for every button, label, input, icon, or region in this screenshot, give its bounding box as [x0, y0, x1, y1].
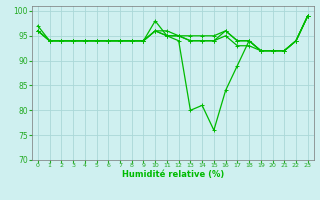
X-axis label: Humidité relative (%): Humidité relative (%) — [122, 170, 224, 179]
